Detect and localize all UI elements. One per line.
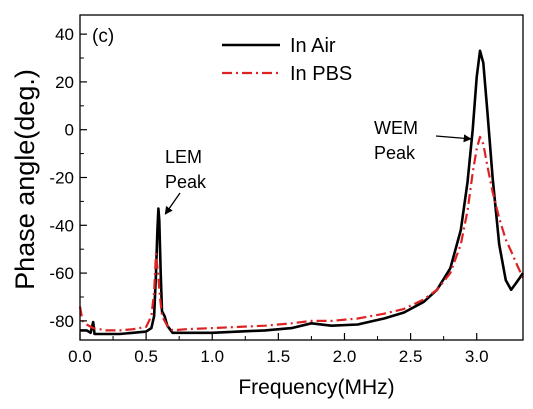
- x-tick-label: 3.0: [465, 347, 489, 366]
- x-tick-label: 1.0: [200, 347, 224, 366]
- legend-label: In PBS: [290, 63, 352, 85]
- annotation-text: Peak: [374, 143, 416, 163]
- y-tick-label: 40: [55, 25, 74, 44]
- y-tick-label: -20: [49, 169, 74, 188]
- axes-layer: 0.0 0.5 1.0 1.5 2.0 2.5 3.0 -80 -60 -40 -20 0 20 40: [49, 25, 488, 366]
- y-tick-label: 0: [65, 121, 74, 140]
- x-tick-label: 0.0: [68, 347, 92, 366]
- x-tick-label: 2.5: [399, 347, 423, 366]
- x-axis-label: Frequency(MHz): [238, 376, 394, 399]
- legend: In Air In PBS: [222, 35, 352, 85]
- annotation-text: WEM: [374, 118, 418, 138]
- series-line-in-air: [80, 49, 525, 336]
- annotation-text: LEM: [165, 147, 202, 167]
- series-line-in-pbs: [78, 135, 524, 332]
- y-axis-label: Phase angle(deg.): [10, 69, 40, 290]
- annotation-arrow: [164, 192, 181, 215]
- x-tick-label: 0.5: [134, 347, 158, 366]
- legend-label: In Air: [290, 35, 336, 57]
- series-layer: [78, 49, 525, 336]
- annotation-layer: LEM Peak WEM Peak: [164, 118, 472, 215]
- panel-label: (c): [92, 26, 114, 47]
- y-tick-label: -40: [49, 216, 74, 235]
- x-tick-label: 1.5: [267, 347, 291, 366]
- y-tick-label: -60: [49, 264, 74, 283]
- x-tick-label: 2.0: [333, 347, 357, 366]
- y-tick-label: -80: [49, 312, 74, 331]
- y-tick-label: 20: [55, 73, 74, 92]
- annotation-arrow: [435, 134, 472, 143]
- annotation-text: Peak: [165, 172, 207, 192]
